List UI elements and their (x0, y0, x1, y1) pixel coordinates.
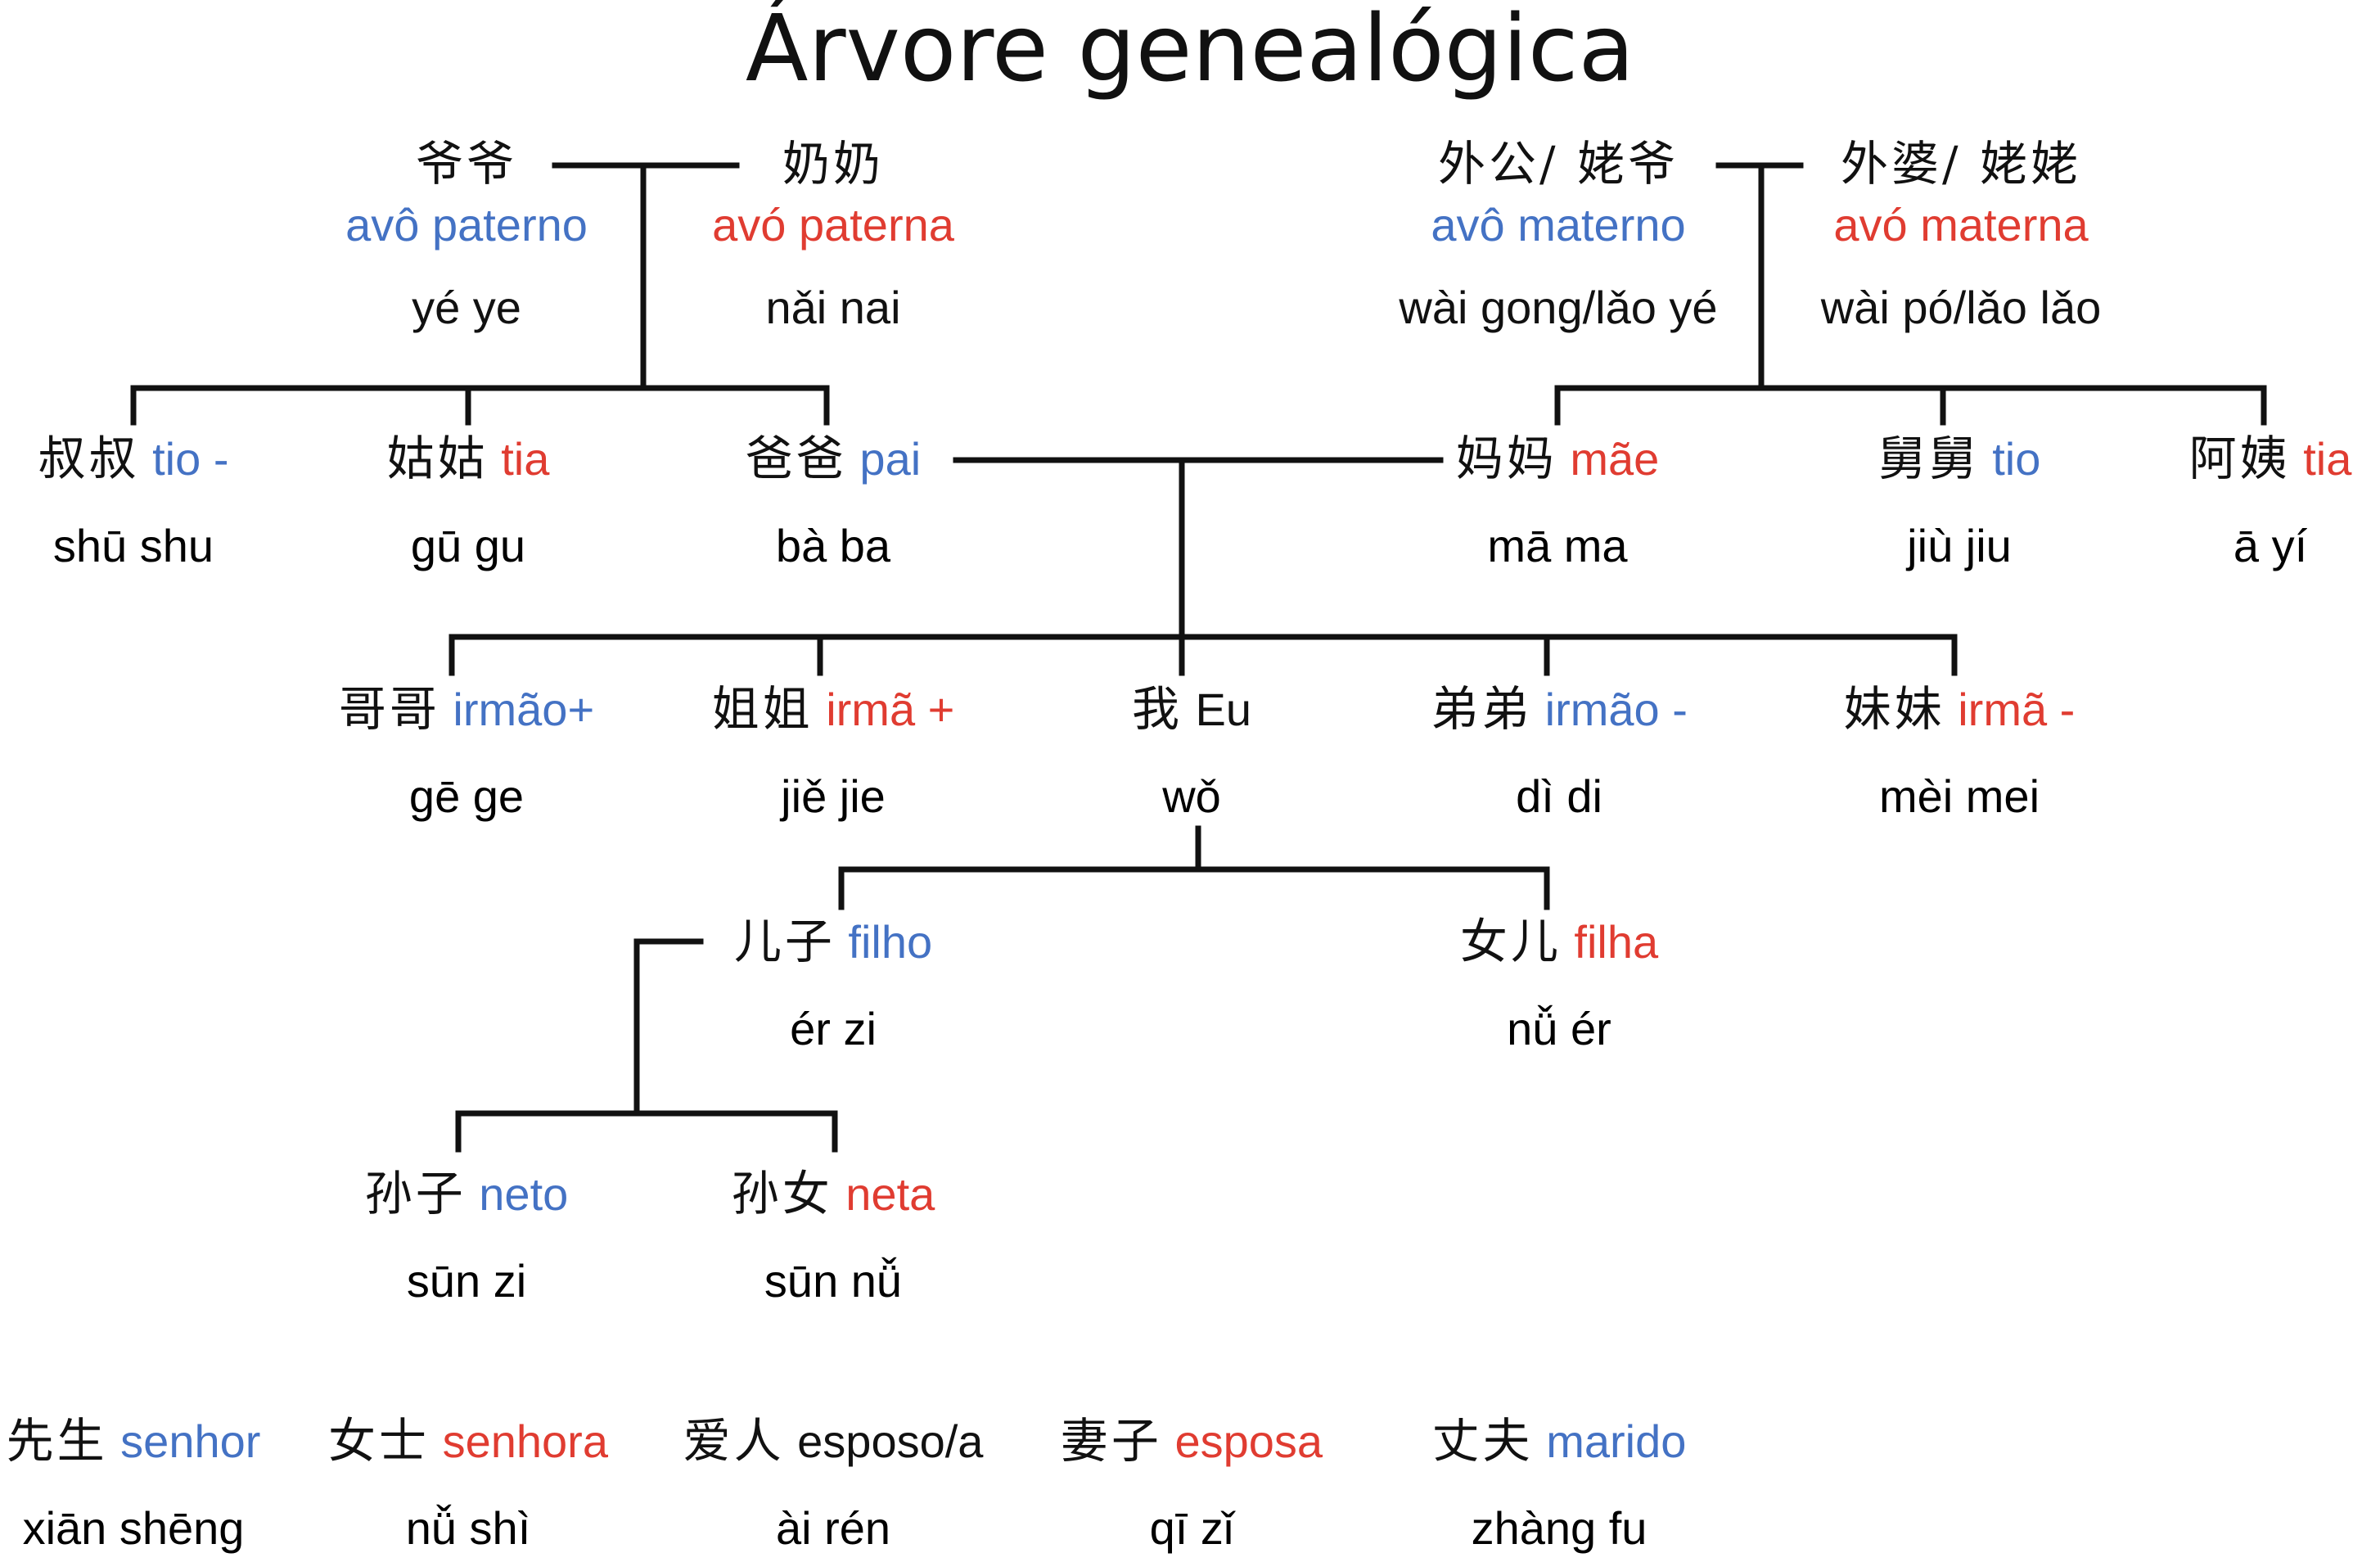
hanzi: 奶奶 (782, 136, 884, 192)
pinyin: mā ma (1487, 520, 1628, 571)
pinyin: nǚ shì (405, 1502, 531, 1554)
portuguese-label: tia (501, 433, 550, 485)
hanzi: 丈夫 (1431, 1413, 1534, 1469)
node-father: 爸爸 pai bà ba (746, 426, 921, 579)
node-aunt-paternal: 姑姑 tia gū gu (387, 426, 550, 579)
portuguese-label: avô paterno (345, 199, 588, 251)
portuguese-label: avó materna (1833, 199, 2089, 251)
node-uncle-maternal: 舅舅 tio jiù jiu (1878, 426, 2041, 579)
term-wife: 妻子 esposa qī zǐ (1061, 1408, 1323, 1561)
portuguese-label: tio (1992, 433, 2041, 485)
term-mister: 先生 senhor xiān shēng (7, 1408, 261, 1561)
pinyin: shū shu (52, 520, 214, 571)
hanzi: 舅舅 (1877, 431, 1980, 486)
portuguese-label: avô materno (1431, 199, 1686, 251)
hanzi: 女儿 (1459, 914, 1562, 969)
pinyin: nǚ ér (1507, 1003, 1611, 1054)
pinyin: dì di (1516, 770, 1602, 822)
pinyin: nǎi nai (765, 282, 901, 333)
pinyin: ér zi (790, 1003, 877, 1054)
portuguese-label: esposo/a (797, 1415, 984, 1467)
node-son: 儿子 filho ér zi (734, 909, 932, 1062)
pinyin: bà ba (775, 520, 891, 571)
portuguese-label: tio - (152, 433, 229, 485)
portuguese-label: neto (479, 1168, 569, 1220)
portuguese-label: mãe (1570, 433, 1660, 485)
node-mother: 妈妈 mãe mā ma (1456, 426, 1660, 579)
portuguese-label: senhora (442, 1415, 608, 1467)
portuguese-label: esposa (1174, 1415, 1323, 1467)
portuguese-label: irmão - (1544, 684, 1688, 735)
hanzi: 爸爸 (745, 431, 847, 486)
node-maternal-grandfather: 外公/ 姥爷 avô materno wài gong/lǎo yé (1399, 131, 1717, 341)
portuguese-label: pai (859, 433, 922, 485)
pinyin: jiù jiu (1907, 520, 2012, 571)
hanzi: 姑姑 (386, 431, 489, 486)
pinyin: mèi mei (1878, 770, 2040, 822)
portuguese-label: filha (1574, 916, 1659, 968)
pinyin: ā yí (2233, 520, 2308, 571)
term-husband: 丈夫 marido zhàng fu (1432, 1408, 1687, 1561)
pinyin: jiě jie (781, 770, 886, 822)
hanzi: 我 (1131, 681, 1183, 737)
hanzi: 女士 (328, 1413, 430, 1469)
pinyin: gē ge (408, 770, 525, 822)
hanzi: 外婆/ 姥姥 (1841, 136, 2081, 192)
node-grandson: 孙子 neto sūn zi (365, 1161, 569, 1314)
portuguese-label: irmã + (826, 684, 955, 735)
hanzi: 孙子 (364, 1166, 467, 1221)
portuguese-label: Eu (1195, 684, 1252, 735)
node-older-sister: 姐姐 irmã + jiě jie (712, 676, 955, 829)
pinyin: xiān shēng (22, 1502, 245, 1554)
node-maternal-grandmother: 外婆/ 姥姥 avó materna wài pó/lǎo lǎo (1821, 131, 2101, 341)
diagram-title: Árvore genealógica (745, 0, 1635, 102)
portuguese-label: neta (845, 1168, 935, 1220)
pinyin: gū gu (410, 520, 526, 571)
hanzi: 妹妹 (1843, 681, 1945, 737)
portuguese-label: senhor (120, 1415, 261, 1467)
hanzi: 叔叔 (38, 431, 140, 486)
node-younger-brother: 弟弟 irmão - dì di (1431, 676, 1688, 829)
pinyin: yé ye (412, 282, 521, 333)
portuguese-label: irmã - (1958, 684, 2076, 735)
node-self: 我 Eu wǒ (1132, 676, 1251, 829)
hanzi: 儿子 (733, 914, 836, 969)
hanzi: 外公/ 姥爷 (1438, 136, 1679, 192)
node-paternal-grandfather: 爷爷 avô paterno yé ye (345, 131, 588, 341)
pinyin: wài gong/lǎo yé (1399, 282, 1718, 333)
pinyin: zhàng fu (1471, 1502, 1648, 1554)
pinyin: ài rén (775, 1502, 891, 1554)
pinyin: sūn nǚ (764, 1255, 903, 1307)
portuguese-label: irmão+ (453, 684, 595, 735)
pinyin: wǒ (1162, 770, 1221, 822)
pinyin: wài pó/lǎo lǎo (1820, 282, 2102, 333)
node-older-brother: 哥哥 irmão+ gē ge (339, 676, 594, 829)
pinyin: qī zǐ (1149, 1502, 1234, 1554)
hanzi: 弟弟 (1431, 681, 1533, 737)
node-paternal-grandmother: 奶奶 avó paterna nǎi nai (712, 131, 954, 341)
node-uncle-paternal: 叔叔 tio - shū shu (38, 426, 229, 579)
node-granddaughter: 孙女 neta sūn nǚ (732, 1161, 935, 1314)
hanzi: 先生 (6, 1413, 108, 1469)
hanzi: 阿姨 (2188, 431, 2291, 486)
portuguese-label: tia (2303, 433, 2352, 485)
portuguese-label: marido (1546, 1415, 1687, 1467)
node-aunt-maternal: 阿姨 tia ā yí (2189, 426, 2352, 579)
term-spouse: 爱人 esposo/a ài rén (683, 1408, 984, 1561)
portuguese-label: avó paterna (712, 199, 954, 251)
hanzi: 孙女 (731, 1166, 833, 1221)
portuguese-label: filho (848, 916, 933, 968)
hanzi: 姐姐 (711, 681, 814, 737)
node-younger-sister: 妹妹 irmã - mèi mei (1844, 676, 2076, 829)
node-daughter: 女儿 filha nǚ ér (1460, 909, 1658, 1062)
term-madam: 女士 senhora nǚ shì (328, 1408, 608, 1561)
hanzi: 爷爷 (415, 136, 517, 192)
hanzi: 爱人 (683, 1413, 785, 1469)
pinyin: sūn zi (406, 1255, 527, 1307)
hanzi: 妻子 (1060, 1413, 1162, 1469)
hanzi: 哥哥 (338, 681, 440, 737)
hanzi: 妈妈 (1455, 431, 1557, 486)
